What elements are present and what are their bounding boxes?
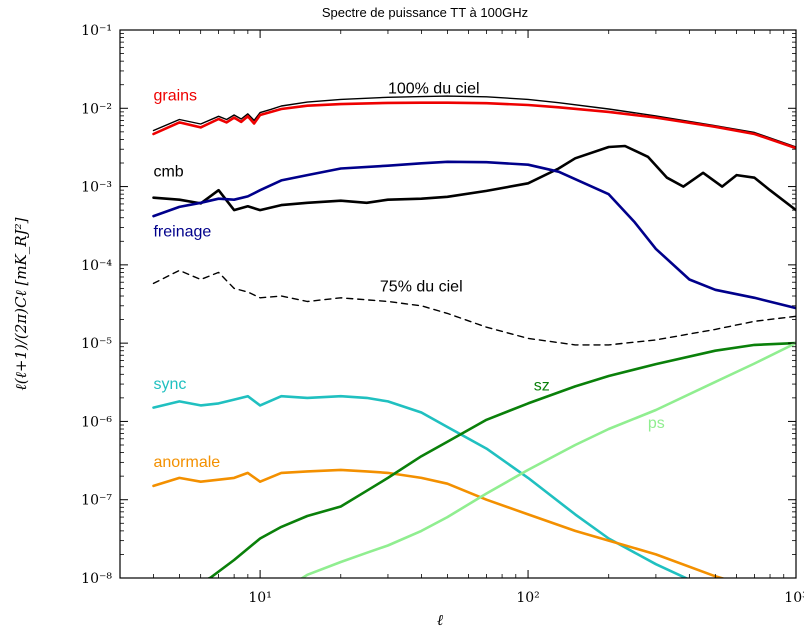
- x-axis-label: ℓ: [437, 611, 443, 629]
- y-axis-label: ℓ(ℓ+1)/(2π)Cℓ [mK_RJ²]: [12, 217, 30, 390]
- series-label-freinage: freinage: [153, 224, 211, 241]
- series-label-cmb: cmb: [153, 163, 183, 180]
- x-tick-label: 10³: [784, 590, 804, 606]
- y-tick-label: 10⁻³: [81, 180, 112, 196]
- chart-title: Spectre de puissance TT à 100GHz: [322, 5, 528, 20]
- x-tick-label: 10¹: [248, 590, 271, 606]
- series-line-unnamed-4: [152, 269, 796, 346]
- y-tick-label: 10⁻⁵: [81, 336, 112, 352]
- y-tick-label: 10⁻²: [81, 101, 112, 117]
- series-label-ps: ps: [648, 415, 665, 432]
- series-line-cmb: [152, 144, 796, 212]
- annotation-0: 100% du ciel: [388, 80, 480, 97]
- y-tick-label: 10⁻⁴: [81, 258, 112, 274]
- series-label-sync: sync: [153, 376, 186, 393]
- series-line-sync: [152, 394, 689, 578]
- series-line-unnamed-0: [152, 95, 796, 148]
- series-line-grains: [152, 101, 796, 150]
- y-tick-label: 10⁻¹: [81, 23, 112, 39]
- series-line-ps: [299, 341, 796, 578]
- annotation-1: 75% du ciel: [380, 278, 463, 295]
- y-tick-label: 10⁻⁸: [81, 571, 112, 587]
- y-tick-label: 10⁻⁷: [81, 493, 112, 509]
- x-tick-label: 10²: [516, 590, 539, 606]
- series-line-anormale: [152, 468, 726, 578]
- series-label-anormale: anormale: [153, 454, 220, 471]
- y-tick-label: 10⁻⁶: [81, 414, 112, 430]
- series-line-sz: [206, 341, 796, 578]
- series-line-freinage: [152, 160, 796, 310]
- plot-frame: [119, 29, 797, 579]
- series-label-grains: grains: [153, 88, 197, 105]
- series-label-sz: sz: [534, 377, 550, 394]
